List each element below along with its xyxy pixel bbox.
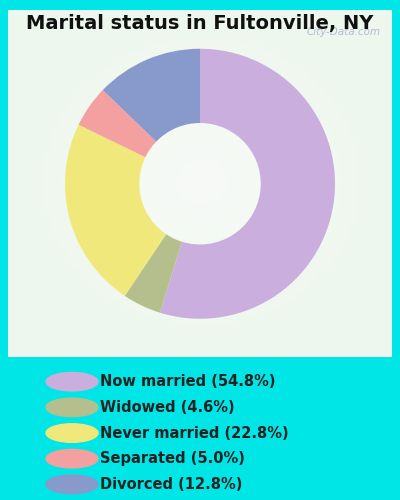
Circle shape: [46, 398, 98, 416]
Circle shape: [46, 372, 98, 391]
Circle shape: [46, 475, 98, 494]
Circle shape: [46, 450, 98, 468]
Wedge shape: [125, 234, 182, 312]
Text: Separated (5.0%): Separated (5.0%): [100, 451, 245, 466]
Text: Marital status in Fultonville, NY: Marital status in Fultonville, NY: [26, 14, 374, 32]
Circle shape: [46, 424, 98, 442]
Wedge shape: [103, 49, 200, 142]
Wedge shape: [78, 90, 156, 157]
Text: Now married (54.8%): Now married (54.8%): [100, 374, 276, 389]
Text: Widowed (4.6%): Widowed (4.6%): [100, 400, 235, 415]
Text: City-Data.com: City-Data.com: [306, 28, 380, 38]
Wedge shape: [160, 49, 335, 318]
Text: Divorced (12.8%): Divorced (12.8%): [100, 477, 242, 492]
Text: Never married (22.8%): Never married (22.8%): [100, 426, 289, 440]
Wedge shape: [65, 124, 166, 296]
